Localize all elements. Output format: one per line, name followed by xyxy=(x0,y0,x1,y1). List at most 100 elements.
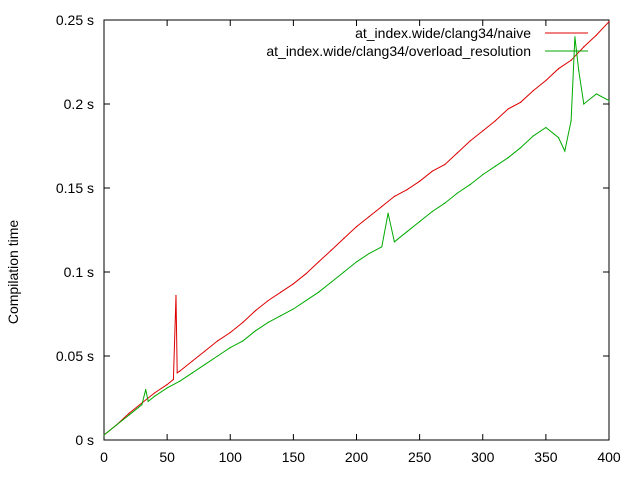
data-point-series-2 xyxy=(545,126,547,129)
data-point-series-2 xyxy=(254,330,257,332)
data-point-series-1 xyxy=(494,120,496,122)
data-point-series-2 xyxy=(387,212,389,214)
data-point-series-1 xyxy=(292,283,294,285)
data-point-series-2 xyxy=(116,424,118,426)
y-tick-label: 0.2 s xyxy=(64,96,94,112)
x-tick-label: 300 xyxy=(471,449,495,465)
data-point-series-2 xyxy=(431,210,433,213)
data-point-series-1 xyxy=(595,34,597,36)
data-point-series-1 xyxy=(166,383,168,386)
legend-label-2: at_index.wide/clang34/overload_resolutio… xyxy=(266,43,531,59)
data-point-series-2 xyxy=(191,372,193,374)
data-point-series-2 xyxy=(229,347,231,349)
legend: at_index.wide/clang34/naive at_index.wide… xyxy=(266,25,588,59)
y-axis-title: Compilation time xyxy=(5,220,21,324)
data-point-series-1 xyxy=(318,261,320,263)
data-point-series-2 xyxy=(166,387,168,389)
data-point-series-2 xyxy=(368,252,370,255)
data-point-series-1 xyxy=(305,273,307,275)
data-point-series-1 xyxy=(280,291,282,293)
data-point-series-1 xyxy=(393,195,395,197)
data-point-series-1 xyxy=(179,370,181,372)
data-point-series-2 xyxy=(217,355,219,357)
data-point-series-2 xyxy=(406,231,408,233)
ticks-layer: 0 50 100 150 200 250 300 350 400 0 s 0.05 s 0.1 s 0.… xyxy=(56,12,621,465)
data-point-series-1 xyxy=(381,205,383,208)
data-point-series-2 xyxy=(267,321,269,323)
plot-frame xyxy=(103,19,610,441)
x-tick-label: 400 xyxy=(597,449,621,465)
data-point-series-2 xyxy=(381,246,383,248)
data-point-series-2 xyxy=(557,137,560,139)
data-point-series-1 xyxy=(217,340,219,342)
data-point-series-1 xyxy=(191,360,193,362)
data-point-series-2 xyxy=(574,36,576,38)
data-point-series-1 xyxy=(254,310,257,312)
data-point-series-1 xyxy=(355,226,358,228)
data-point-series-2 xyxy=(608,100,610,102)
data-point-series-2 xyxy=(482,173,484,176)
data-point-series-1 xyxy=(570,59,572,61)
data-point-series-1 xyxy=(520,101,522,103)
y-tick-label: 0.05 s xyxy=(56,348,94,364)
x-tick-label: 350 xyxy=(534,449,558,465)
data-point-series-2 xyxy=(330,281,332,283)
data-point-series-1 xyxy=(368,215,370,218)
x-tick-label: 250 xyxy=(408,449,432,465)
data-point-series-2 xyxy=(507,157,509,159)
data-point-series-1 xyxy=(153,392,156,394)
data-point-series-2 xyxy=(204,363,206,365)
data-point-series-2 xyxy=(145,389,147,391)
data-point-series-2 xyxy=(292,308,294,310)
x-tick-label: 150 xyxy=(282,449,306,465)
data-point-series-2 xyxy=(419,221,421,223)
data-point-series-1 xyxy=(545,79,547,82)
data-point-series-1 xyxy=(172,378,175,381)
y-tick-label: 0.1 s xyxy=(64,264,94,280)
plot-border xyxy=(103,19,610,441)
data-point-series-2 xyxy=(355,261,358,263)
series-line-1 xyxy=(103,21,610,436)
x-tick-label: 100 xyxy=(219,449,243,465)
data-point-series-2 xyxy=(128,414,130,416)
data-point-series-1 xyxy=(444,163,446,166)
data-point-series-1 xyxy=(456,152,459,154)
data-point-series-1 xyxy=(242,321,244,323)
data-point-series-2 xyxy=(147,400,149,402)
x-tick-label: 50 xyxy=(159,449,175,465)
data-point-series-1 xyxy=(532,89,534,92)
data-point-series-2 xyxy=(520,147,522,149)
data-point-series-2 xyxy=(141,404,143,406)
data-point-series-1 xyxy=(175,294,177,297)
data-point-series-2 xyxy=(444,202,446,204)
data-point-series-2 xyxy=(343,271,345,273)
data-point-series-1 xyxy=(583,46,585,48)
data-point-series-1 xyxy=(406,189,408,191)
y-tick-label: 0 s xyxy=(75,432,94,448)
data-point-series-2 xyxy=(153,395,156,397)
x-tick-label: 0 xyxy=(100,449,108,465)
data-point-series-1 xyxy=(557,68,560,70)
data-point-series-2 xyxy=(595,93,597,95)
data-point-series-2 xyxy=(469,184,471,186)
series-line-2 xyxy=(103,36,610,436)
data-point-series-1 xyxy=(608,21,610,23)
data-point-series-1 xyxy=(229,331,231,334)
data-point-series-1 xyxy=(204,350,206,352)
data-point-series-1 xyxy=(128,412,130,414)
data-point-series-2 xyxy=(570,120,572,122)
data-point-series-2 xyxy=(305,299,307,302)
data-point-series-2 xyxy=(583,103,585,105)
data-point-series-1 xyxy=(507,108,509,110)
data-point-series-2 xyxy=(494,165,496,167)
data-point-series-2 xyxy=(393,241,395,243)
y-tick-label: 0.15 s xyxy=(56,180,94,196)
data-point-series-2 xyxy=(578,69,580,71)
data-point-series-2 xyxy=(456,192,459,194)
data-point-series-2 xyxy=(280,315,282,317)
data-point-series-2 xyxy=(103,434,105,436)
legend-label-1: at_index.wide/clang34/naive xyxy=(355,25,531,41)
data-point-series-1 xyxy=(343,237,345,239)
